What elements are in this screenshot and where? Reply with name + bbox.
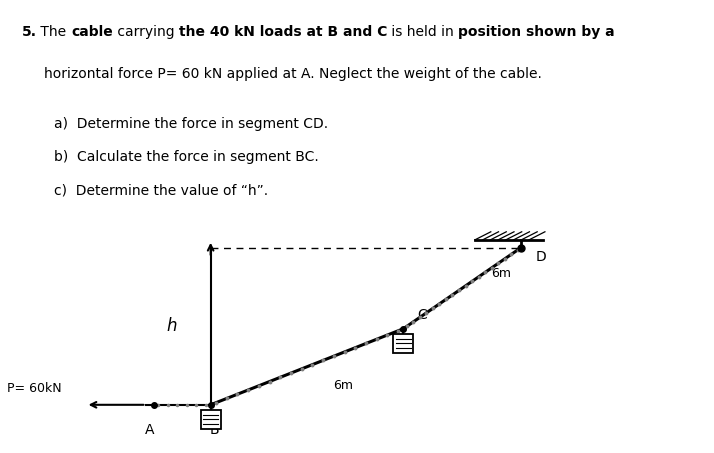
- Bar: [201, 410, 221, 429]
- Bar: [393, 334, 413, 353]
- Text: D: D: [536, 250, 546, 264]
- Text: horizontal force P= 60 kN applied at A. Neglect the weight of the cable.: horizontal force P= 60 kN applied at A. …: [44, 67, 542, 81]
- Text: position shown by a: position shown by a: [458, 25, 615, 39]
- Text: carrying: carrying: [113, 25, 178, 39]
- Text: b)  Calculate the force in segment BC.: b) Calculate the force in segment BC.: [54, 150, 318, 164]
- Text: c)  Determine the value of “h”.: c) Determine the value of “h”.: [54, 183, 268, 198]
- Text: cable: cable: [71, 25, 113, 39]
- Text: 5.: 5.: [21, 25, 36, 39]
- Text: P= 60kN: P= 60kN: [7, 382, 62, 395]
- Text: 6m: 6m: [491, 268, 511, 280]
- Text: h: h: [166, 317, 176, 335]
- Text: The: The: [36, 25, 71, 39]
- Text: the 40 kN loads at B and C: the 40 kN loads at B and C: [178, 25, 387, 39]
- Text: C: C: [418, 308, 428, 323]
- Text: A: A: [145, 423, 155, 437]
- Text: 6m: 6m: [333, 380, 353, 392]
- Text: B: B: [209, 423, 219, 437]
- Text: a)  Determine the force in segment CD.: a) Determine the force in segment CD.: [54, 117, 328, 131]
- Text: is held in: is held in: [387, 25, 458, 39]
